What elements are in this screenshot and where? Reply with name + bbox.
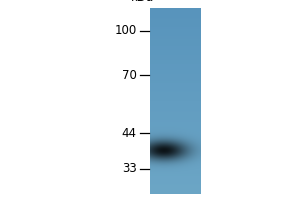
Text: kDa: kDa: [131, 0, 154, 4]
Text: 100: 100: [114, 24, 136, 37]
Text: 33: 33: [122, 162, 136, 175]
Text: 70: 70: [122, 69, 136, 82]
Text: 44: 44: [122, 127, 136, 140]
